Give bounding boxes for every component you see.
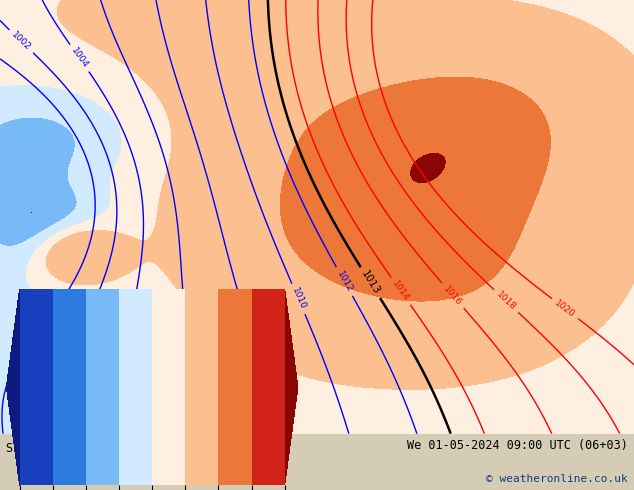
PathPatch shape xyxy=(6,289,20,485)
Text: We 01-05-2024 09:00 UTC (06+03): We 01-05-2024 09:00 UTC (06+03) xyxy=(407,439,628,452)
Text: SLP tendency [hPa] ECMWF: SLP tendency [hPa] ECMWF xyxy=(6,442,178,455)
Text: 1018: 1018 xyxy=(495,290,517,312)
Text: © weatheronline.co.uk: © weatheronline.co.uk xyxy=(486,474,628,484)
Text: 1000: 1000 xyxy=(35,311,56,335)
Text: 1020: 1020 xyxy=(553,298,577,319)
PathPatch shape xyxy=(285,289,298,485)
Text: 1012: 1012 xyxy=(335,270,354,294)
Text: 1016: 1016 xyxy=(442,284,464,307)
Text: 1008: 1008 xyxy=(247,333,262,358)
Text: 1004: 1004 xyxy=(69,46,89,70)
Text: 1006: 1006 xyxy=(199,403,213,427)
Text: 1014: 1014 xyxy=(391,279,411,303)
Text: 1010: 1010 xyxy=(290,287,307,311)
Text: 1002: 1002 xyxy=(10,30,32,52)
Text: 1013: 1013 xyxy=(359,269,382,296)
